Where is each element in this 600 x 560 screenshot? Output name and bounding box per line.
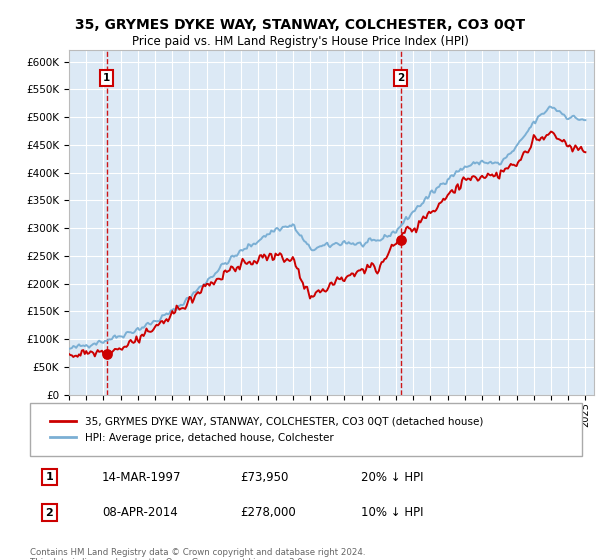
Text: 14-MAR-1997: 14-MAR-1997 xyxy=(102,470,181,484)
Text: 20% ↓ HPI: 20% ↓ HPI xyxy=(361,470,424,484)
Text: Contains HM Land Registry data © Crown copyright and database right 2024.
This d: Contains HM Land Registry data © Crown c… xyxy=(30,548,365,560)
Text: 2: 2 xyxy=(397,73,404,83)
Text: 1: 1 xyxy=(46,472,53,482)
Text: Price paid vs. HM Land Registry's House Price Index (HPI): Price paid vs. HM Land Registry's House … xyxy=(131,35,469,49)
Text: 1: 1 xyxy=(103,73,110,83)
Point xyxy=(102,349,112,358)
Point xyxy=(396,236,406,245)
Text: 35, GRYMES DYKE WAY, STANWAY, COLCHESTER, CO3 0QT: 35, GRYMES DYKE WAY, STANWAY, COLCHESTER… xyxy=(75,18,525,32)
Text: 08-APR-2014: 08-APR-2014 xyxy=(102,506,178,519)
Text: £278,000: £278,000 xyxy=(240,506,296,519)
Text: £73,950: £73,950 xyxy=(240,470,288,484)
Text: 2: 2 xyxy=(46,508,53,518)
Text: 10% ↓ HPI: 10% ↓ HPI xyxy=(361,506,424,519)
Legend: 35, GRYMES DYKE WAY, STANWAY, COLCHESTER, CO3 0QT (detached house), HPI: Average: 35, GRYMES DYKE WAY, STANWAY, COLCHESTER… xyxy=(46,413,487,447)
